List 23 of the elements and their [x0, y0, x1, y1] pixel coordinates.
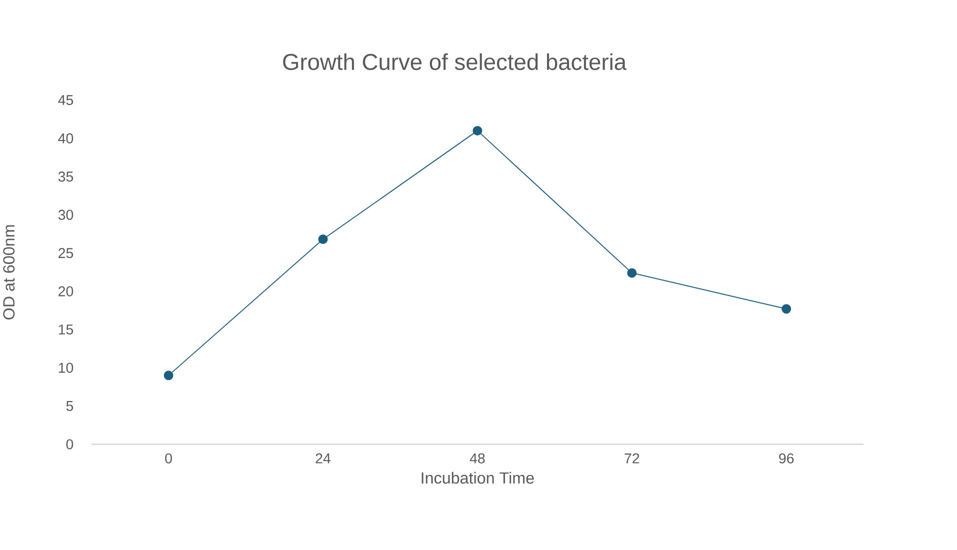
- y-tick-label: 0: [66, 439, 74, 450]
- x-tick-label: 72: [624, 453, 640, 464]
- point: [318, 234, 328, 244]
- y-tick-label: 30: [58, 210, 74, 220]
- point: [472, 126, 482, 136]
- point: [627, 268, 637, 278]
- x-tick-label: 0: [165, 453, 172, 464]
- y-axis-title: OD at 600nm: [3, 225, 15, 320]
- x-axis-title: Incubation Time: [422, 472, 534, 484]
- x-tick-label: 96: [779, 453, 794, 464]
- y-tick-label: 5: [66, 401, 74, 411]
- y-tick-label: 25: [58, 248, 74, 258]
- y-tick-label: 40: [58, 133, 74, 144]
- y-tick-label: 35: [58, 171, 74, 182]
- y-tick-label: 45: [58, 95, 74, 106]
- y-tick-label: 20: [58, 286, 74, 296]
- chart-title: Growth Curve of selected bacteria: [283, 53, 627, 70]
- point: [164, 370, 174, 380]
- point: [782, 304, 792, 314]
- y-tick-label: 10: [58, 362, 74, 373]
- x-tick-label: 24: [316, 453, 331, 464]
- x-tick-label: 48: [470, 453, 485, 464]
- y-tick-label: 15: [58, 324, 74, 334]
